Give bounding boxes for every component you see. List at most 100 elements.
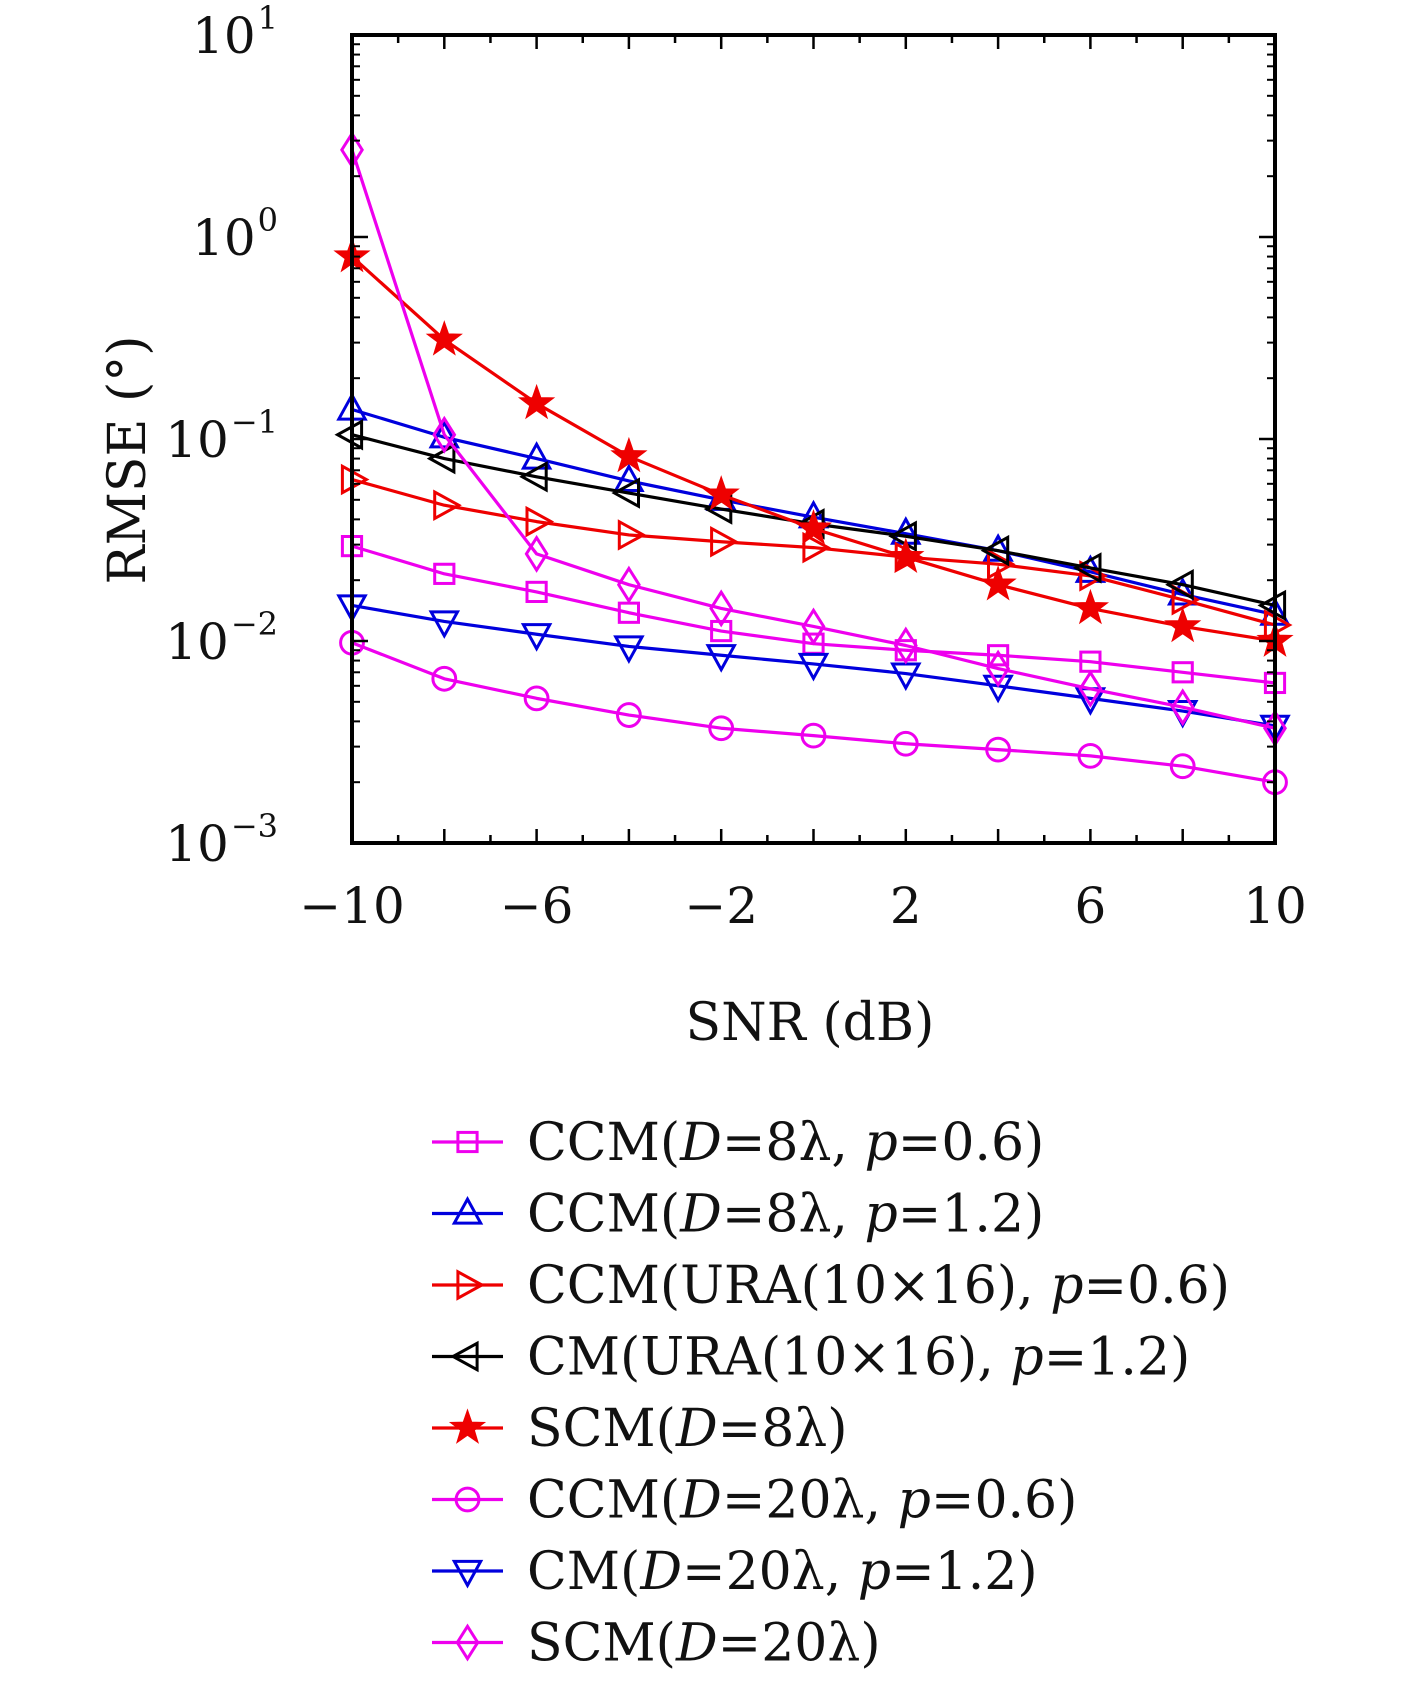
data-point-marker — [525, 580, 548, 604]
legend-entry: CCM(D=8λ, p=1.2) — [432, 1185, 1044, 1245]
data-point-marker — [334, 418, 364, 451]
data-point-marker — [709, 589, 734, 628]
data-point-marker — [433, 489, 462, 521]
x-tick-label: 2 — [890, 877, 922, 935]
data-point-marker — [987, 644, 1010, 667]
data-point-marker — [449, 1340, 479, 1373]
legend-label: CCM(D=8λ, p=1.2) — [527, 1185, 1044, 1245]
data-point-marker — [432, 415, 457, 454]
plot-frame — [350, 33, 1277, 845]
data-point-marker — [455, 1623, 480, 1662]
x-axis-ticks: −10 −6 −2 2 6 10 — [299, 35, 1307, 935]
data-point-marker — [888, 520, 917, 552]
legend-entry: SCM(D=8λ) — [432, 1399, 848, 1459]
data-point-marker — [710, 526, 739, 558]
data-point-marker — [611, 477, 640, 509]
data-point-marker — [794, 509, 833, 545]
data-point-marker — [982, 674, 1014, 704]
data-point-marker — [802, 531, 832, 564]
data-point-marker — [519, 461, 548, 493]
data-point-marker — [800, 722, 827, 749]
data-point-marker — [1071, 588, 1110, 625]
legend-entry: SCM(D=20λ) — [432, 1614, 881, 1674]
series-8 — [340, 130, 1287, 748]
data-point-marker — [433, 562, 456, 585]
legend-label: CCM(D=8λ, p=0.6) — [527, 1113, 1044, 1173]
legend-label: SCM(D=20λ) — [527, 1614, 881, 1674]
data-point-marker — [616, 565, 641, 604]
y-tick-label: 101 — [192, 0, 278, 65]
data-point-marker — [892, 730, 919, 757]
data-point-marker — [456, 1269, 486, 1301]
series-layer — [333, 130, 1294, 796]
data-point-marker — [987, 548, 1016, 580]
y-tick-label: 10−3 — [165, 807, 278, 873]
data-point-marker — [454, 1486, 481, 1513]
data-point-marker — [613, 463, 645, 493]
legend-entry: CM(D=20λ, p=1.2) — [432, 1542, 1038, 1602]
legend-label: CCM(D=20λ, p=0.6) — [527, 1471, 1077, 1531]
data-point-marker — [520, 623, 553, 652]
legend-entry: CCM(D=20λ, p=0.6) — [432, 1471, 1077, 1531]
data-point-marker — [1171, 661, 1194, 684]
axes-frame — [350, 33, 1277, 845]
data-point-marker — [1078, 669, 1103, 708]
y-tick-label: 10−2 — [165, 605, 278, 671]
legend-entry: CCM(URA(10×16), p=0.6) — [432, 1256, 1230, 1316]
data-point-marker — [986, 649, 1011, 688]
data-point-marker — [1165, 568, 1194, 601]
data-point-marker — [980, 534, 1010, 567]
data-point-marker — [451, 1559, 484, 1589]
x-tick-label: −10 — [299, 877, 405, 935]
data-point-marker — [1164, 606, 1202, 643]
legend-label: CM(URA(10×16), p=1.2) — [527, 1328, 1190, 1388]
x-tick-label: −6 — [500, 877, 574, 935]
data-point-marker — [616, 702, 642, 728]
legend-label: CCM(URA(10×16), p=0.6) — [527, 1256, 1230, 1316]
data-point-marker — [617, 519, 647, 551]
data-point-marker — [887, 537, 925, 574]
data-point-marker — [893, 626, 918, 665]
legend-label: CM(D=20λ, p=1.2) — [527, 1542, 1038, 1602]
legend-entry: CCM(D=8λ, p=0.6) — [432, 1113, 1044, 1173]
series-line — [350, 149, 1276, 730]
series-5 — [333, 237, 1294, 657]
data-point-marker — [431, 665, 458, 692]
legend-entry: CM(URA(10×16), p=1.2) — [432, 1328, 1190, 1388]
series-line — [351, 641, 1276, 784]
data-point-marker — [456, 1130, 479, 1154]
data-point-marker — [797, 652, 830, 682]
data-point-marker — [426, 442, 456, 475]
data-point-marker — [710, 619, 733, 643]
x-axis-label: SNR (dB) — [686, 993, 935, 1053]
y-axis-ticks: 101 100 10−1 10−2 10−3 — [165, 0, 1275, 873]
data-point-marker — [1072, 552, 1102, 584]
data-point-marker — [525, 505, 555, 538]
data-point-marker — [448, 1408, 487, 1444]
data-point-marker — [1170, 688, 1195, 727]
legend: CCM(D=8λ, p=0.6) CCM(D=8λ, p=1.2) CCM(URA(… — [432, 1113, 1230, 1674]
legend-label: SCM(D=8λ) — [527, 1399, 848, 1459]
data-point-marker — [985, 736, 1011, 763]
series-6 — [339, 629, 1288, 796]
data-point-marker — [1257, 589, 1287, 622]
data-point-marker — [702, 475, 740, 511]
y-tick-label: 100 — [192, 201, 278, 267]
data-point-marker — [428, 610, 461, 639]
data-point-marker — [524, 534, 549, 573]
x-tick-label: −2 — [684, 877, 758, 935]
data-point-marker — [428, 419, 461, 449]
data-point-marker — [613, 635, 645, 664]
data-point-marker — [517, 383, 556, 420]
x-tick-label: 6 — [1074, 877, 1106, 935]
data-point-marker — [1166, 576, 1199, 606]
data-point-marker — [425, 320, 463, 356]
data-point-marker — [523, 685, 550, 712]
data-point-marker — [340, 463, 370, 496]
series-1 — [340, 534, 1287, 695]
data-point-marker — [708, 715, 735, 742]
series-line — [351, 603, 1276, 728]
data-point-marker — [979, 565, 1017, 601]
y-tick-label: 10−1 — [165, 403, 278, 469]
